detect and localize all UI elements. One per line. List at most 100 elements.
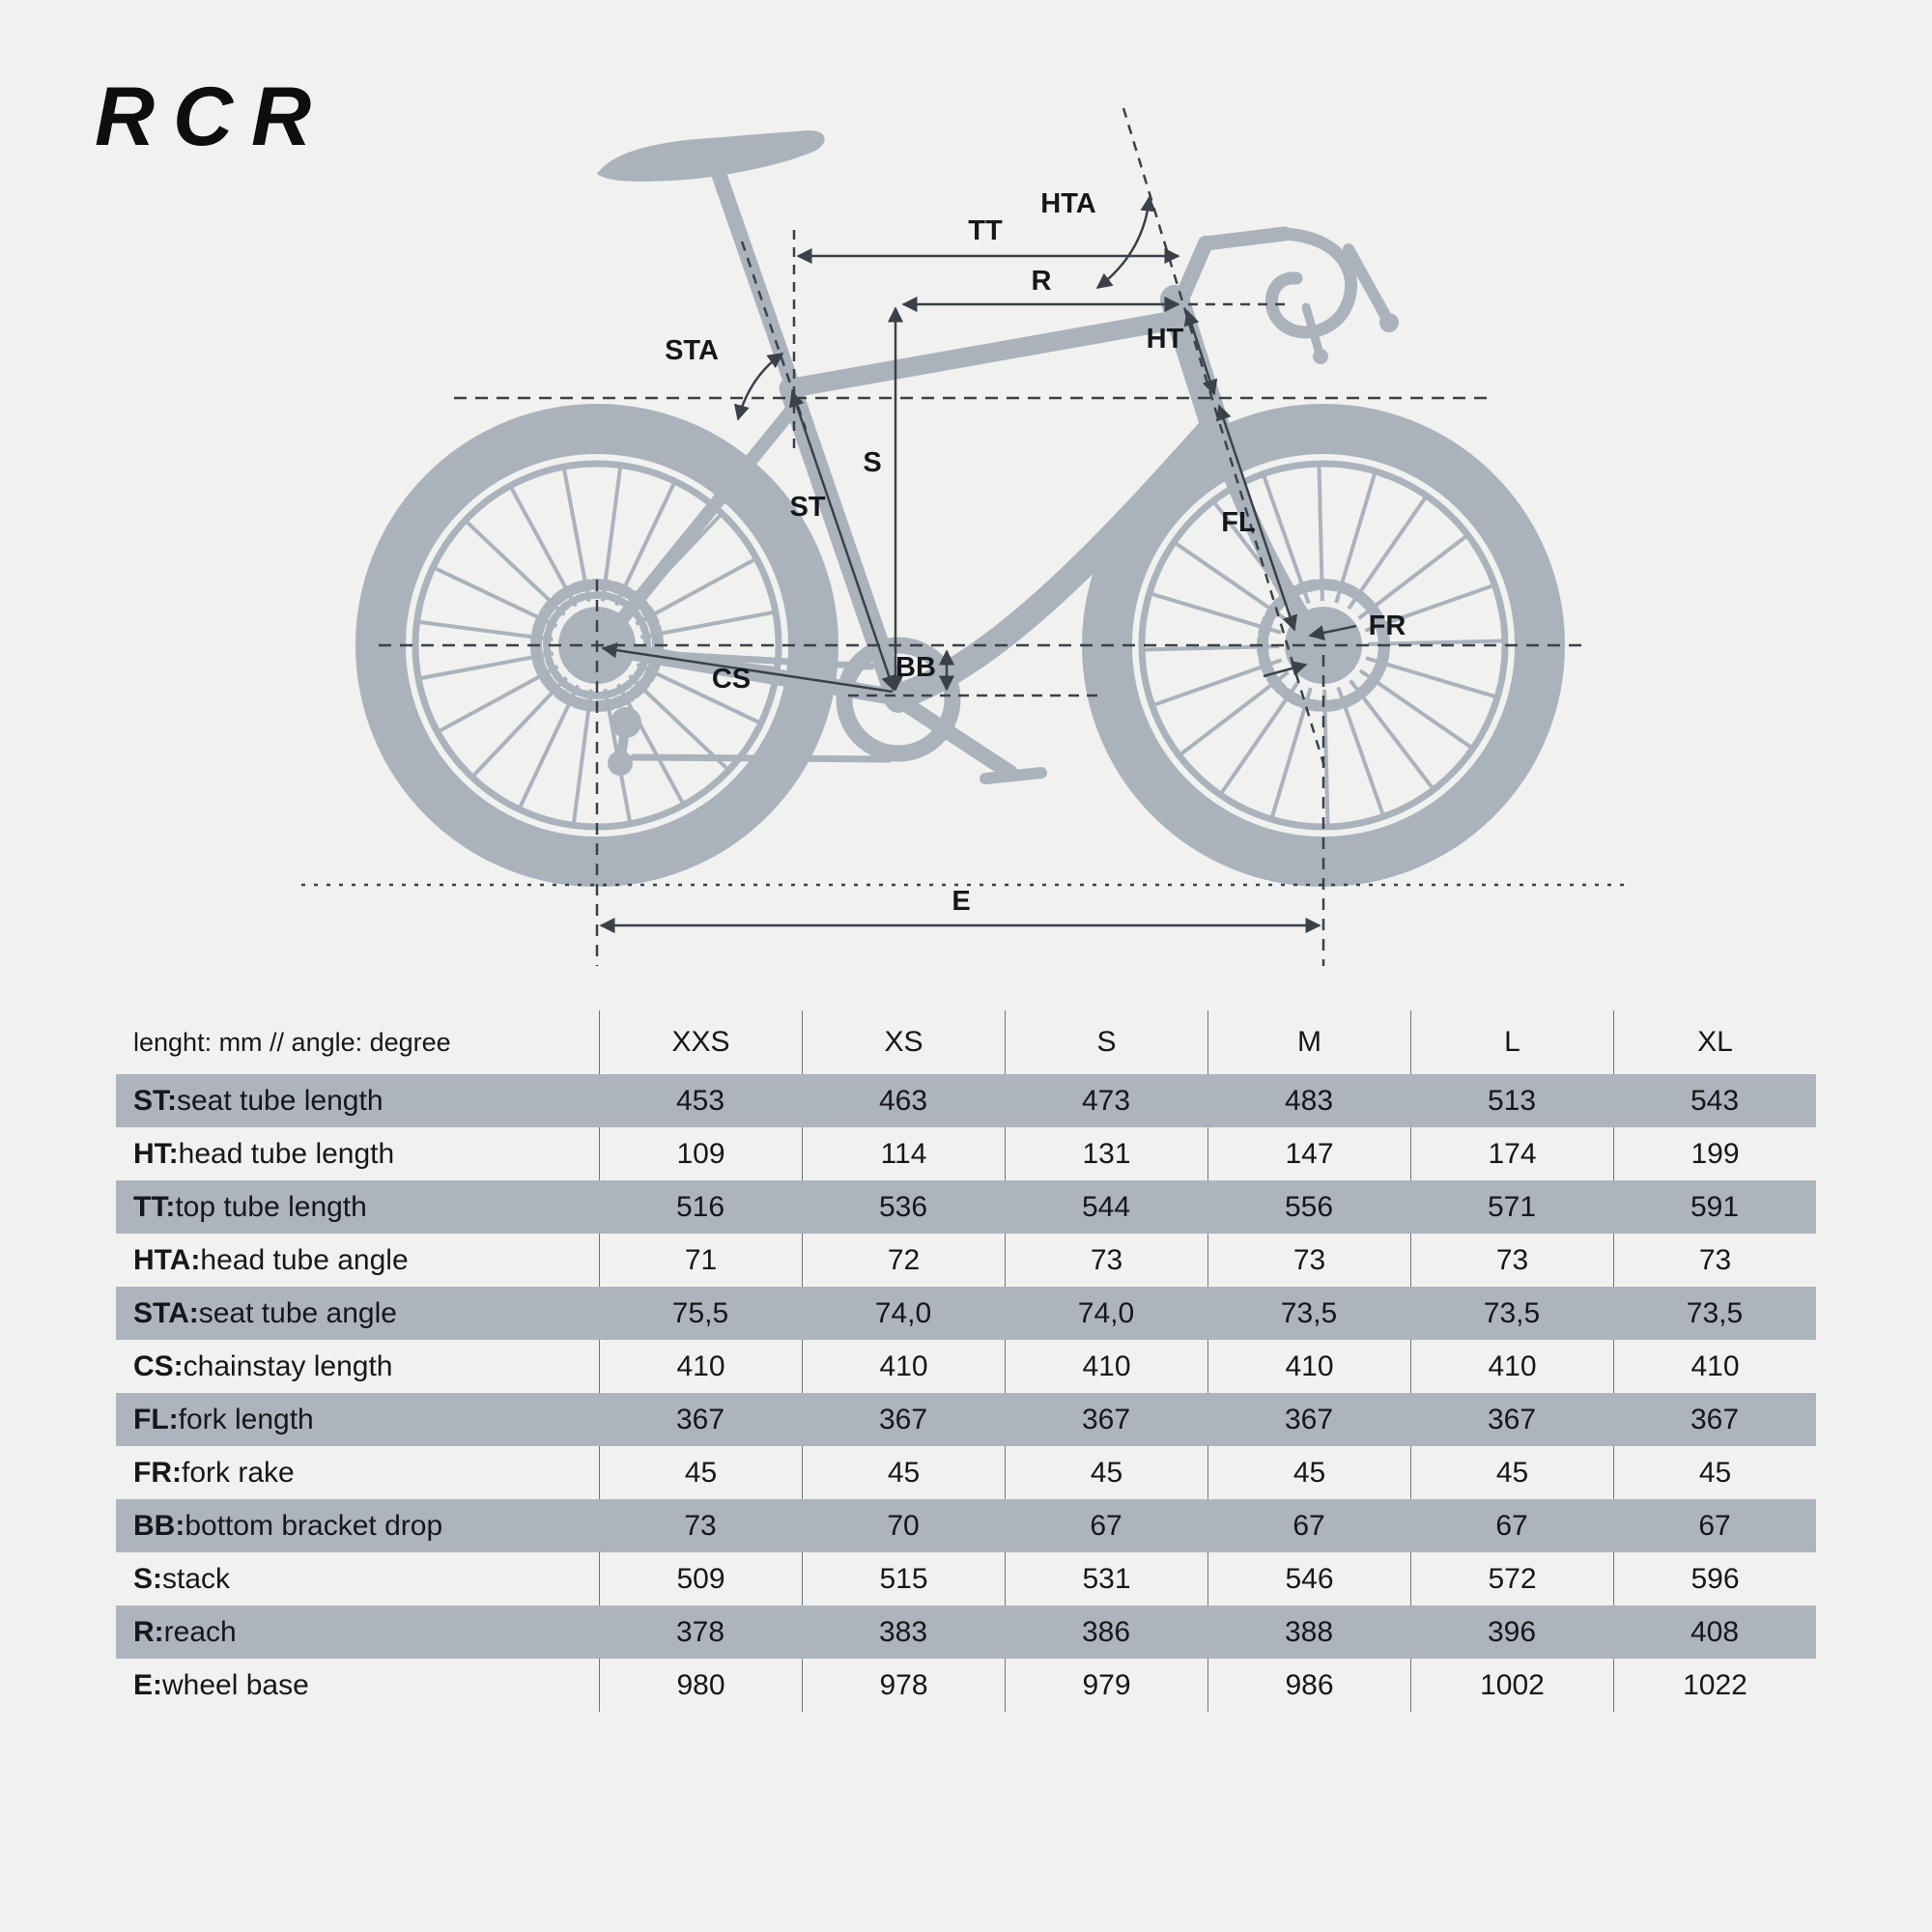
geometry-value: 410: [1410, 1340, 1613, 1393]
row-label-desc: head tube angle: [200, 1243, 409, 1276]
geometry-value: 531: [1005, 1552, 1208, 1605]
geometry-value: 73: [1613, 1234, 1816, 1287]
geometry-value: 388: [1208, 1605, 1410, 1659]
rcr-logo: RCR: [95, 71, 330, 163]
geometry-value: 367: [1005, 1393, 1208, 1446]
bike-geometry-diagram: HTA TT R STA HT S ST FL CS BB FR E: [301, 107, 1633, 966]
row-label-prefix: FR:: [133, 1456, 182, 1489]
row-label-desc: stack: [162, 1562, 231, 1595]
geometry-table: lenght: mm // angle: degree XXS XS S M L…: [116, 1010, 1816, 1712]
row-label-prefix: HT:: [133, 1137, 179, 1170]
geometry-value: 367: [1613, 1393, 1816, 1446]
geometry-value: 571: [1410, 1180, 1613, 1234]
row-label: HTA: head tube angle: [116, 1234, 599, 1287]
row-label-prefix: S:: [133, 1562, 162, 1595]
geometry-value: 410: [802, 1340, 1005, 1393]
row-label: E: wheel base: [116, 1659, 599, 1712]
diagram-label-sta: STA: [665, 335, 719, 366]
geometry-value: 544: [1005, 1180, 1208, 1234]
row-label-prefix: CS:: [133, 1350, 184, 1382]
geometry-value: 546: [1208, 1552, 1410, 1605]
diagram-label-cs: CS: [712, 664, 751, 695]
saddle: [597, 129, 825, 182]
row-label-prefix: STA:: [133, 1296, 199, 1329]
geometry-value: 131: [1005, 1127, 1208, 1180]
geometry-value: 980: [599, 1659, 802, 1712]
diagram-label-bb: BB: [895, 652, 936, 683]
geometry-value: 367: [802, 1393, 1005, 1446]
geometry-value: 174: [1410, 1127, 1613, 1180]
diagram-label-hta: HTA: [1040, 188, 1096, 219]
geometry-value: 1022: [1613, 1659, 1816, 1712]
geometry-value: 114: [802, 1127, 1005, 1180]
geometry-value: 543: [1613, 1074, 1816, 1127]
geometry-value: 45: [802, 1446, 1005, 1499]
row-label-desc: head tube length: [178, 1137, 395, 1170]
diagram-label-e: E: [952, 886, 970, 917]
row-label-desc: seat tube angle: [198, 1296, 397, 1329]
geometry-value: 978: [802, 1659, 1005, 1712]
geometry-value: 572: [1410, 1552, 1613, 1605]
row-label-prefix: HTA:: [133, 1243, 201, 1276]
row-label: CS: chainstay length: [116, 1340, 599, 1393]
geometry-value: 73,5: [1613, 1287, 1816, 1340]
row-label: STA: seat tube angle: [116, 1287, 599, 1340]
geometry-value: 516: [599, 1180, 802, 1234]
geometry-value: 410: [1613, 1340, 1816, 1393]
measurement-arrows: [599, 195, 1357, 934]
row-label-prefix: BB:: [133, 1509, 185, 1542]
geometry-value: 74,0: [802, 1287, 1005, 1340]
geometry-value: 378: [599, 1605, 802, 1659]
geometry-value: 383: [802, 1605, 1005, 1659]
geometry-value: 67: [1613, 1499, 1816, 1552]
row-label: R: reach: [116, 1605, 599, 1659]
row-label-prefix: E:: [133, 1668, 162, 1701]
row-label-desc: wheel base: [162, 1668, 309, 1701]
geometry-value: 73: [599, 1499, 802, 1552]
geometry-value: 408: [1613, 1605, 1816, 1659]
diagram-label-s: S: [863, 447, 881, 478]
size-header-l: L: [1410, 1010, 1613, 1074]
row-label-desc: reach: [163, 1615, 237, 1648]
geometry-value: 509: [599, 1552, 802, 1605]
diagram-label-fl: FL: [1221, 507, 1255, 538]
row-label-prefix: FL:: [133, 1403, 179, 1435]
geometry-value: 367: [1208, 1393, 1410, 1446]
row-label: S: stack: [116, 1552, 599, 1605]
diagram-label-fr: FR: [1369, 611, 1406, 641]
row-label: HT: head tube length: [116, 1127, 599, 1180]
geometry-value: 367: [599, 1393, 802, 1446]
geometry-value: 67: [1410, 1499, 1613, 1552]
row-label-desc: bottom bracket drop: [185, 1509, 443, 1542]
row-label: ST: seat tube length: [116, 1074, 599, 1127]
geometry-value: 556: [1208, 1180, 1410, 1234]
geometry-value: 67: [1208, 1499, 1410, 1552]
geometry-value: 70: [802, 1499, 1005, 1552]
geometry-value: 73,5: [1208, 1287, 1410, 1340]
row-label-prefix: TT:: [133, 1190, 176, 1223]
geometry-value: 410: [599, 1340, 802, 1393]
geometry-value: 73: [1208, 1234, 1410, 1287]
geometry-value: 72: [802, 1234, 1005, 1287]
row-label-desc: chainstay length: [183, 1350, 393, 1382]
diagram-label-r: R: [1032, 266, 1052, 297]
geometry-value: 75,5: [599, 1287, 802, 1340]
size-header-m: M: [1208, 1010, 1410, 1074]
geometry-value: 596: [1613, 1552, 1816, 1605]
row-label: FL: fork length: [116, 1393, 599, 1446]
geometry-value: 463: [802, 1074, 1005, 1127]
geometry-value: 483: [1208, 1074, 1410, 1127]
geometry-value: 396: [1410, 1605, 1613, 1659]
row-label-desc: fork length: [178, 1403, 314, 1435]
geometry-value: 45: [1005, 1446, 1208, 1499]
geometry-value: 45: [1208, 1446, 1410, 1499]
row-label: FR: fork rake: [116, 1446, 599, 1499]
geometry-value: 1002: [1410, 1659, 1613, 1712]
row-label: BB: bottom bracket drop: [116, 1499, 599, 1552]
diagram-label-tt: TT: [968, 215, 1003, 246]
geometry-value: 473: [1005, 1074, 1208, 1127]
geometry-value: 199: [1613, 1127, 1816, 1180]
geometry-value: 536: [802, 1180, 1005, 1234]
geometry-value: 45: [599, 1446, 802, 1499]
geometry-value: 147: [1208, 1127, 1410, 1180]
